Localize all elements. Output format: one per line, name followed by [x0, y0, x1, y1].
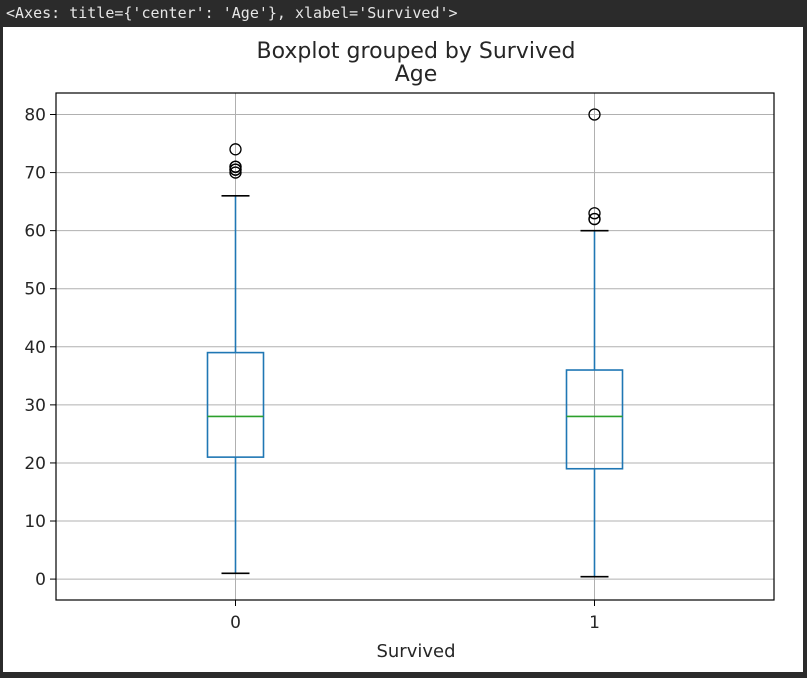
cell-output-text: <Axes: title={'center': 'Age'}, xlabel='… [6, 4, 458, 22]
chart-figure: Boxplot grouped by Survived Age 0 10 20 30 4… [3, 27, 803, 672]
iqr-box [206, 351, 265, 458]
y-tick-label: 80 [24, 105, 46, 125]
iqr-box [565, 369, 624, 470]
outlier-point [588, 212, 601, 226]
y-tick-label: 10 [24, 512, 46, 532]
boxes-group [206, 108, 624, 578]
box-series-0 [206, 143, 265, 575]
y-tick-label: 0 [35, 570, 46, 590]
outlier-point [229, 143, 242, 156]
outlier-point [229, 166, 242, 179]
box-series-1 [565, 108, 624, 578]
grid-lines [56, 93, 774, 600]
x-tick-label: 1 [589, 613, 600, 633]
y-tick-label: 50 [24, 280, 46, 300]
y-tick-label: 60 [24, 222, 46, 242]
x-tick-label: 0 [230, 613, 241, 633]
chart-title: Boxplot grouped by Survived [256, 39, 575, 64]
outlier-point [588, 108, 601, 121]
outlier-point [588, 207, 601, 220]
y-tick-label: 20 [24, 454, 46, 474]
y-axis-ticks: 0 10 20 30 40 50 60 70 80 [24, 105, 56, 590]
outlier-point [229, 163, 242, 176]
boxplot-chart: Boxplot grouped by Survived Age 01020304… [24, 39, 775, 662]
y-tick-label: 70 [24, 164, 46, 184]
x-axis-label: Survived [376, 641, 455, 662]
y-tick-label: 30 [24, 396, 46, 416]
chart-subtitle: Age [395, 62, 438, 87]
y-tick-label: 40 [24, 338, 46, 358]
outlier-point [229, 160, 242, 173]
